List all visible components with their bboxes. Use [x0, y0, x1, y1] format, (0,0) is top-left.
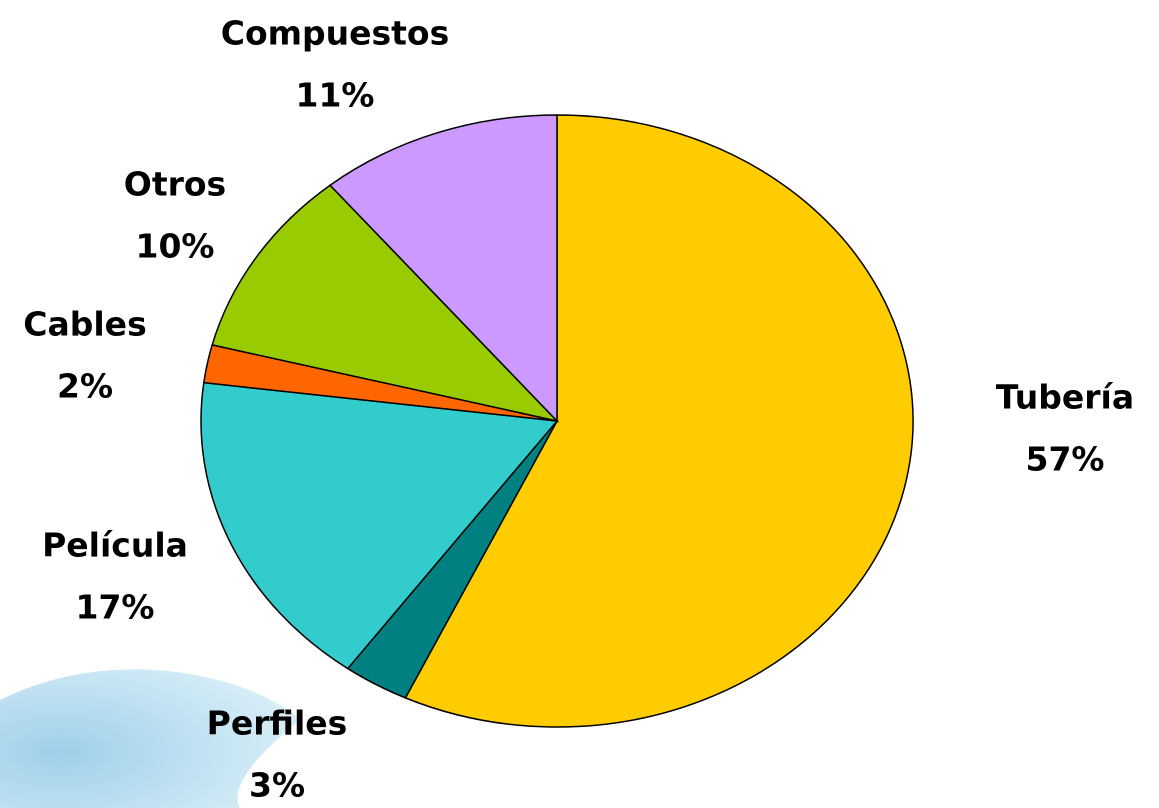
- slice-label: Película: [42, 526, 188, 565]
- slice-value-label: 10%: [136, 227, 215, 266]
- slice-label: Compuestos: [221, 14, 450, 53]
- pie-slice: [200, 381, 559, 670]
- slice-label: Cables: [23, 305, 146, 344]
- pie-slice: [404, 114, 914, 728]
- slice-label: Tubería: [996, 378, 1134, 417]
- slice-value-label: 17%: [76, 588, 155, 627]
- slice-value-label: 3%: [249, 766, 305, 805]
- slice-value-label: 2%: [57, 367, 113, 406]
- background-shape: [0, 669, 300, 808]
- slice-value-label: 11%: [296, 76, 375, 115]
- slice-label: Perfiles: [207, 704, 348, 743]
- pie-slice: [211, 184, 560, 423]
- slice-label: Otros: [124, 165, 226, 204]
- pie-slice: [328, 114, 558, 423]
- slice-value-label: 57%: [1026, 440, 1105, 479]
